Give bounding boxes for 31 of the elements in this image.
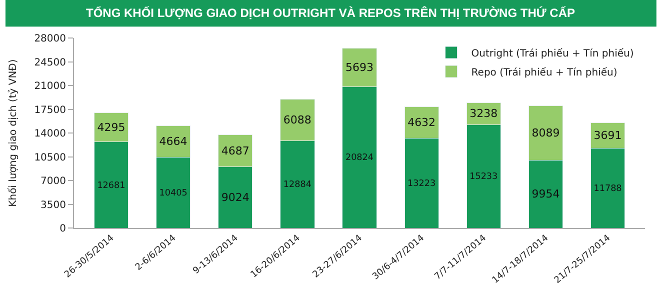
data-label: 12681 <box>97 180 126 191</box>
y-tick-label: 14000 <box>34 128 66 140</box>
legend-label: Outright (Trái phiếu + Tín phiếu) <box>471 47 634 60</box>
data-label: 4687 <box>221 144 250 158</box>
legend-label: Repo (Trái phiếu + Tín phiếu) <box>471 66 618 78</box>
data-label: 4664 <box>159 135 188 148</box>
data-label: 3691 <box>594 128 622 142</box>
data-label: 4632 <box>408 116 436 130</box>
y-tick-label: 7000 <box>40 176 66 187</box>
y-tick-label: 28000 <box>34 34 66 44</box>
y-tick-label: 24500 <box>34 57 66 68</box>
chart-title: TỔNG KHỐI LƯỢNG GIAO DỊCH OUTRIGHT VÀ REPOS TRÊN THỊ TRƯỜNG THỨ CẤP <box>86 6 576 20</box>
data-label: 13223 <box>408 178 436 189</box>
y-tick-label: 21000 <box>34 81 66 92</box>
data-label: 6088 <box>283 113 312 126</box>
data-label: 4295 <box>97 120 126 134</box>
y-tick-label: 3500 <box>40 200 66 211</box>
y-axis-title: Khối lượng giao dịch (tỷ VNĐ) <box>7 59 20 207</box>
data-label: 12884 <box>283 180 312 190</box>
data-label: 9954 <box>532 188 560 201</box>
data-label: 8089 <box>532 126 560 140</box>
data-label: 15233 <box>470 172 498 182</box>
data-label: 20824 <box>345 153 374 164</box>
y-tick-label: 10500 <box>34 152 66 164</box>
data-label: 5693 <box>346 60 374 74</box>
data-label: 9024 <box>221 190 250 204</box>
y-tick-label: 17500 <box>34 104 66 116</box>
data-label: 11788 <box>594 184 622 194</box>
data-label: 3238 <box>470 107 498 120</box>
y-tick-label: 0 <box>60 224 66 234</box>
data-label: 10405 <box>159 188 188 199</box>
